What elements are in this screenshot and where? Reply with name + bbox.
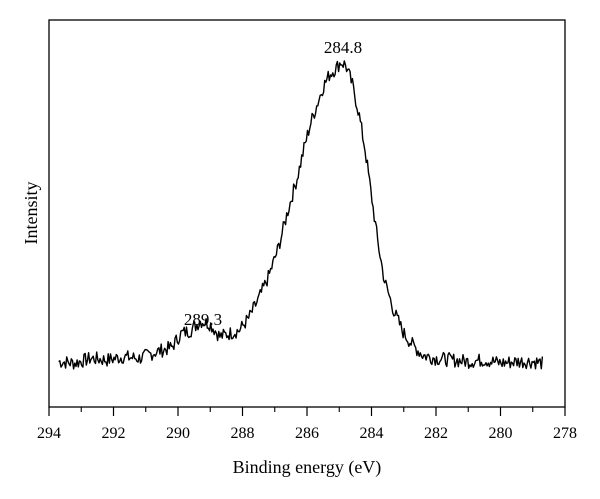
series-line — [58, 60, 544, 370]
x-tick-label-286: 286 — [295, 425, 319, 442]
x-tick-label-292: 292 — [102, 425, 126, 442]
x-ticks — [48, 407, 566, 416]
x-tick-labels: 294 292 290 288 286 284 282 280 278 — [37, 425, 577, 442]
x-tick-label-290: 290 — [166, 425, 190, 442]
x-tick-label-284: 284 — [360, 425, 384, 442]
x-tick-label-280: 280 — [489, 425, 513, 442]
x-tick-label-288: 288 — [231, 425, 255, 442]
plot-frame — [48, 19, 566, 408]
x-axis-label: Binding energy (eV) — [233, 457, 382, 478]
x-tick-label-294: 294 — [37, 425, 61, 442]
annotation-peak: 284.8 — [324, 38, 362, 57]
annotation-shoulder: 289.3 — [184, 310, 222, 329]
x-tick-label-282: 282 — [424, 425, 448, 442]
x-tick-label-278: 278 — [553, 425, 577, 442]
y-axis-label: Intensity — [21, 182, 41, 245]
